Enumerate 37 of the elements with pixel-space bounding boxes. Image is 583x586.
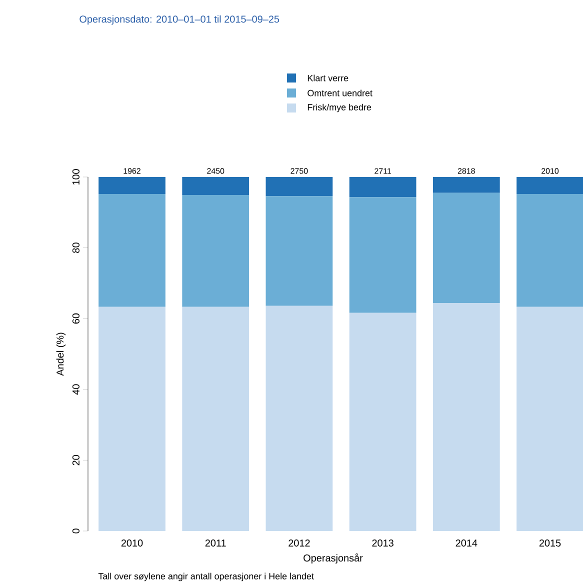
chart-title: Operasjonsdato: 2010–01–01 til 2015–09–25 xyxy=(79,15,279,25)
legend-label: Omtrent uendret xyxy=(307,90,372,96)
y-tick-label: 20 xyxy=(72,455,80,466)
bar xyxy=(266,196,332,306)
bar xyxy=(349,197,416,313)
y-tick-label: 80 xyxy=(72,242,80,253)
bar xyxy=(182,176,249,196)
bar xyxy=(349,312,416,531)
y-tick-label: 60 xyxy=(72,313,80,324)
x-tick-label: 2010 xyxy=(121,540,142,547)
y-tick-label: 40 xyxy=(72,384,80,395)
x-tick-label: 2011 xyxy=(205,540,226,547)
y-tick-label: 100 xyxy=(72,169,80,185)
bar xyxy=(516,306,583,531)
y-tick-label: 0 xyxy=(72,528,80,534)
bar xyxy=(349,176,416,198)
legend-label: Klart verre xyxy=(308,74,348,82)
bar xyxy=(266,176,332,196)
text: Tall over søylene angir antall operasjoner i Hele landet xyxy=(98,572,314,582)
bar xyxy=(516,194,583,307)
bar xyxy=(432,192,500,304)
x-tick-label: 2012 xyxy=(288,540,310,547)
x-tick-label: 2013 xyxy=(372,540,394,547)
bar xyxy=(432,176,500,193)
bar xyxy=(98,176,166,194)
x-tick-label: 2014 xyxy=(456,540,477,547)
bar xyxy=(98,306,166,531)
bar xyxy=(182,195,249,307)
bar xyxy=(432,303,500,531)
bar xyxy=(182,306,249,531)
x-axis-title: Operasjonsår xyxy=(303,553,363,564)
bar xyxy=(266,306,332,531)
bar xyxy=(516,176,583,194)
legend-label: Frisk/mye bedre xyxy=(308,104,371,112)
bar xyxy=(98,194,166,307)
x-tick-label: 2015 xyxy=(539,540,560,547)
y-axis-title: Andel (%) xyxy=(56,332,66,376)
